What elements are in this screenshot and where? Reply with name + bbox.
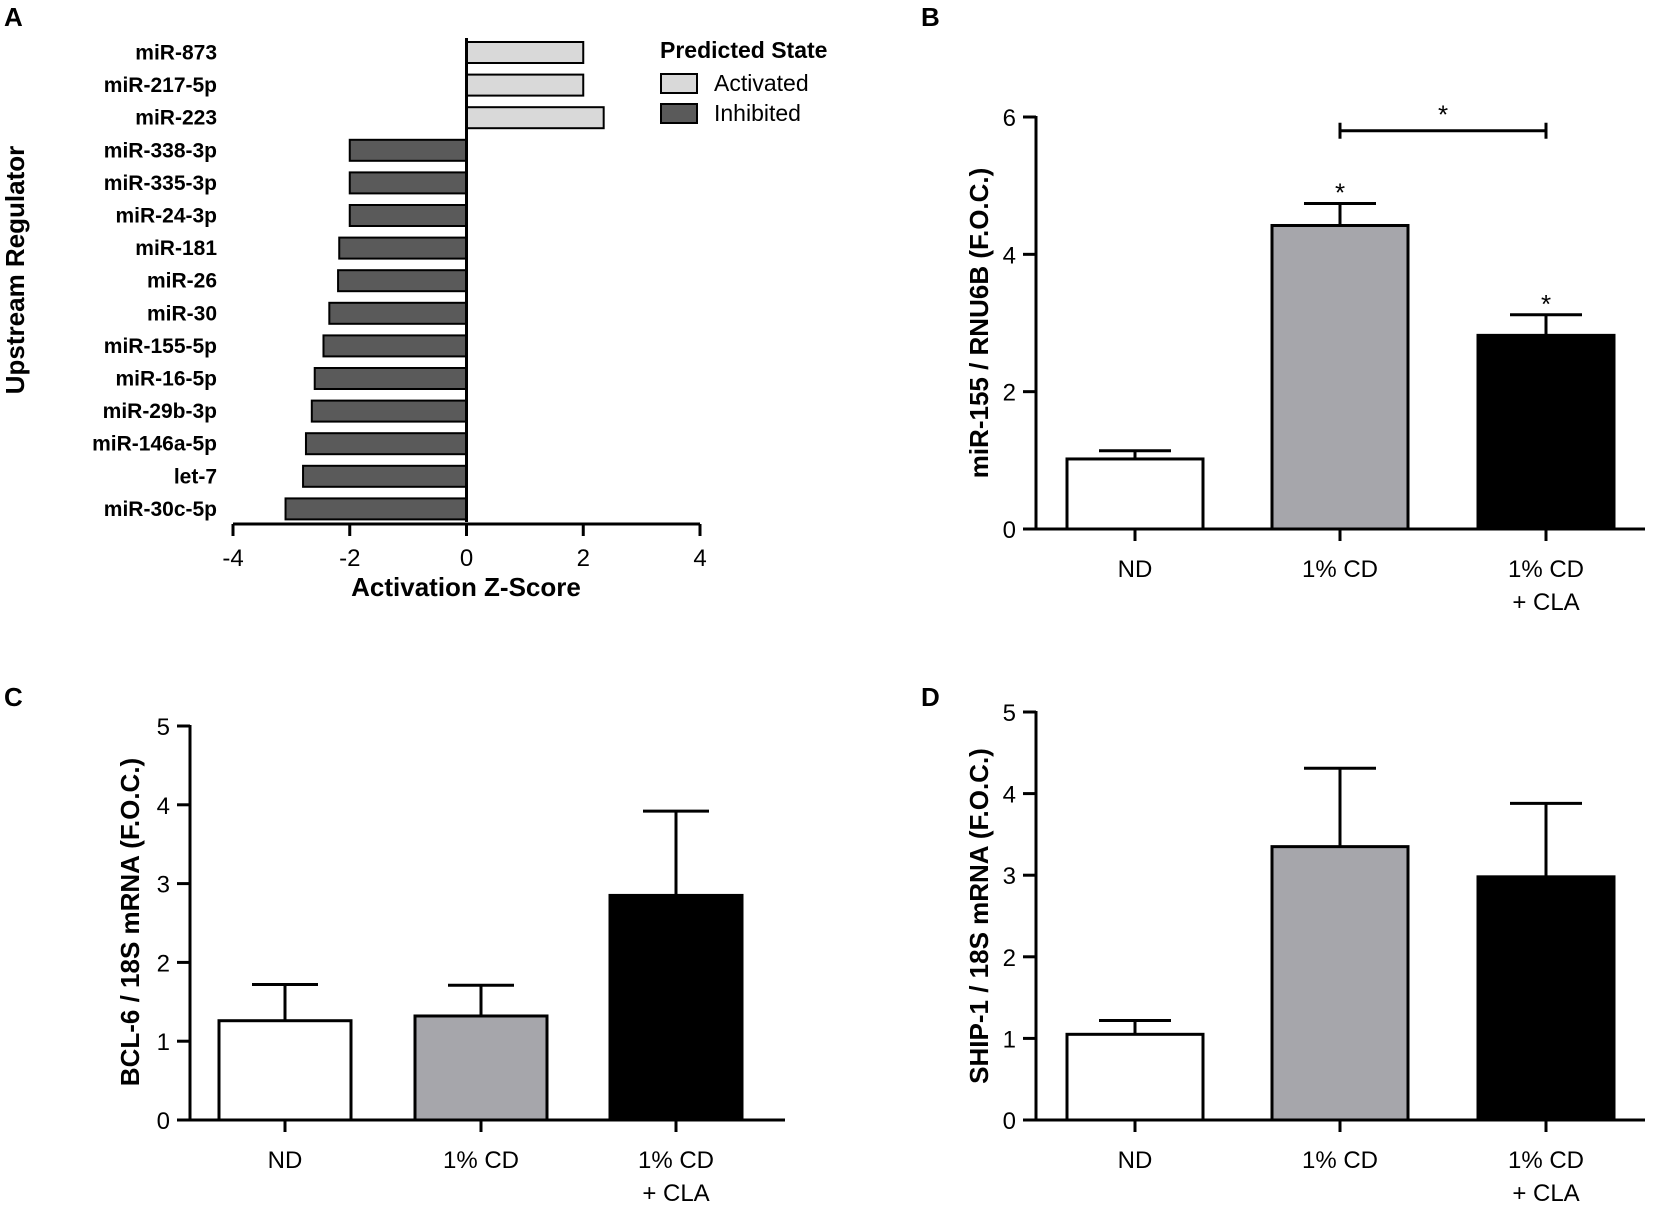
x-tick-label: 2 [577, 545, 590, 572]
x-category-label: ND [1118, 556, 1153, 583]
panel-a-zscore-chart: miR-873 miR-217-5p miR-223 miR-338-3p miR-33… [0, 37, 827, 602]
zscore-bar-mir-335-3p [348, 171, 468, 195]
panel-b-mir155-chart: 0 2 4 6 ND 1% CD * 1% CD + CLA * * miR-155 / RNU6B … [964, 100, 1645, 616]
regulator-label: miR-30c-5p [104, 498, 217, 521]
regulator-label: miR-338-3p [104, 139, 217, 162]
x-category-label: 1% CD [638, 1147, 714, 1174]
bracket-star: * [1438, 100, 1448, 130]
zscore-bar-mir-29b-3p [310, 399, 468, 423]
regulator-label: miR-217-5p [104, 74, 217, 97]
x-category-label: ND [1118, 1147, 1153, 1174]
y-axis-title: BCL-6 / 18S mRNA (F.O.C.) [115, 758, 145, 1086]
panel-label-c: C [4, 682, 23, 712]
regulator-label: let-7 [174, 465, 217, 488]
y-tick-label: 4 [157, 793, 170, 820]
bar-1 [413, 1014, 549, 1122]
zscore-bar-mir-873 [465, 41, 585, 64]
x-tick-label: -2 [339, 545, 360, 572]
legend-swatch-inhibited [660, 103, 698, 124]
regulator-label: miR-29b-3p [103, 400, 217, 423]
panel-label-b: B [921, 2, 940, 32]
y-tick-label: 4 [1003, 782, 1016, 809]
y-tick-label: 0 [157, 1108, 170, 1135]
panel-label-a: A [4, 2, 23, 32]
zscore-bar-mir-223 [465, 106, 605, 130]
x-category-label: 1% CD [1508, 1147, 1584, 1174]
zscore-bar-mir-217-5p [465, 73, 585, 97]
y-tick-label: 4 [1003, 242, 1016, 269]
bar-1 [1270, 223, 1410, 531]
zscore-bar-mir-26 [337, 269, 468, 293]
x-category-label: 1% CD [1508, 556, 1584, 583]
zscore-bar-mir-16-5p [313, 367, 468, 390]
bar-2 [608, 893, 744, 1122]
zscore-bar-mir-146a-5p [304, 432, 468, 456]
significance-star: * [1335, 178, 1345, 208]
regulator-label: miR-24-3p [115, 205, 217, 228]
y-tick-label: 1 [1003, 1026, 1016, 1053]
panel-c-bcl6-chart: 0 1 2 3 4 5 ND 1% CD 1% CD + CLA BCL-6 / 18S mRNA … [115, 714, 785, 1207]
x-category-label: + CLA [1512, 589, 1579, 616]
bar-0 [1065, 457, 1205, 531]
y-tick-label: 5 [157, 714, 170, 741]
y-tick-label: 1 [157, 1029, 170, 1056]
regulator-label: miR-146a-5p [92, 433, 217, 456]
x-category-label: 1% CD [443, 1147, 519, 1174]
zscore-bar-mir-30 [328, 301, 468, 325]
y-axis-title: SHIP-1 / 18S mRNA (F.O.C.) [964, 748, 994, 1084]
regulator-label: miR-335-3p [104, 172, 217, 195]
bar-2 [1476, 333, 1616, 531]
y-tick-label: 2 [1003, 380, 1016, 407]
regulator-label: miR-26 [147, 270, 217, 293]
x-tick-label: 4 [693, 545, 706, 572]
x-tick-label: -4 [222, 545, 243, 572]
x-category-label: + CLA [642, 1180, 709, 1207]
panel-label-d: D [921, 682, 940, 712]
y-tick-label: 2 [157, 950, 170, 977]
y-tick-label: 3 [1003, 863, 1016, 890]
x-category-label: + CLA [1512, 1180, 1579, 1207]
zscore-bar-let-7 [302, 464, 468, 488]
zscore-bar-mir-181 [338, 236, 468, 260]
zscore-bar-mir-155-5p [322, 334, 468, 358]
bar-1 [1270, 845, 1410, 1122]
legend-title: Predicted State [660, 37, 827, 63]
legend-swatch-activated [660, 73, 698, 94]
bar-0 [1065, 1032, 1205, 1122]
y-tick-label: 2 [1003, 945, 1016, 972]
x-category-label: ND [268, 1147, 303, 1174]
y-tick-label: 0 [1003, 1108, 1016, 1135]
bar-2 [1476, 875, 1616, 1122]
y-axis-title: miR-155 / RNU6B (F.O.C.) [964, 168, 994, 479]
regulator-label: miR-30 [147, 302, 217, 325]
bar-0 [217, 1019, 353, 1122]
regulator-label: miR-16-5p [115, 368, 217, 391]
legend-entry-inhibited: Inhibited [714, 100, 801, 126]
y-tick-label: 0 [1003, 517, 1016, 544]
x-axis-title: Activation Z-Score [351, 572, 581, 602]
significance-star: * [1541, 289, 1551, 319]
y-tick-label: 3 [157, 872, 170, 899]
y-tick-label: 5 [1003, 700, 1016, 727]
panel-d-ship1-chart: 0 1 2 3 4 5 ND 1% CD 1% CD + CLA SHIP-1 / 18S mRNA… [964, 700, 1645, 1207]
x-category-label: 1% CD [1302, 556, 1378, 583]
y-axis-title: Upstream Regulator [0, 146, 30, 395]
zscore-bar-mir-30c-5p [284, 497, 468, 521]
regulator-label: miR-873 [135, 42, 217, 65]
x-tick-label: 0 [460, 545, 473, 572]
x-category-label: 1% CD [1302, 1147, 1378, 1174]
regulator-label: miR-223 [135, 107, 217, 130]
legend-entry-activated: Activated [714, 70, 809, 96]
regulator-label: miR-181 [135, 237, 217, 260]
y-tick-label: 6 [1003, 105, 1016, 132]
zscore-bar-mir-24-3p [348, 204, 468, 227]
regulator-label: miR-155-5p [104, 335, 217, 358]
zscore-bar-mir-338-3p [348, 138, 468, 162]
